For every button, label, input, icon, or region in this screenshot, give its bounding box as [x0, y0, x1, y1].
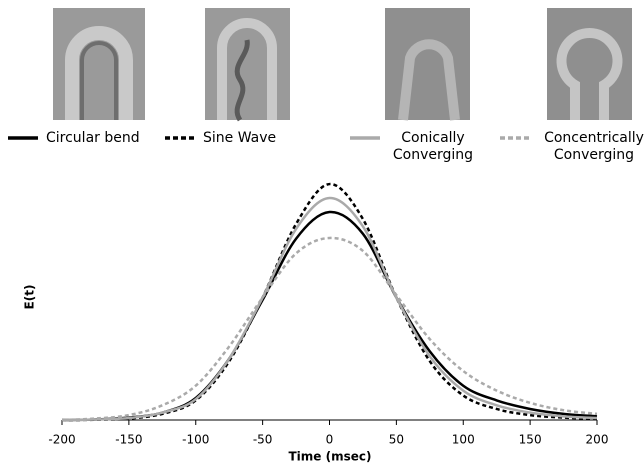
channel-wave — [234, 39, 250, 122]
x-tick-label: -200 — [48, 433, 75, 447]
channel-edge — [80, 41, 118, 120]
legend-label: Concentrically Converging — [544, 130, 644, 163]
series-line — [61, 210, 598, 422]
x-tick-label: -100 — [182, 433, 209, 447]
x-tick-label: 50 — [389, 433, 404, 447]
channel — [65, 26, 133, 120]
legend-label: Sine Wave — [203, 130, 277, 146]
x-axis-title: Time (msec) — [289, 450, 372, 464]
series-line — [61, 196, 598, 422]
channel — [398, 39, 460, 121]
x-tick-label: -50 — [253, 433, 273, 447]
x-tick-label: 200 — [586, 433, 609, 447]
x-tick-label: -150 — [115, 433, 142, 447]
x-tick-label: 150 — [519, 433, 542, 447]
series-line — [61, 182, 598, 422]
channel — [556, 28, 623, 120]
legend-label: Circular bend — [46, 130, 140, 146]
photos — [53, 8, 632, 122]
channel — [217, 18, 277, 120]
x-tick-label: 0 — [326, 433, 334, 447]
legend-label: Conically Converging — [392, 130, 474, 163]
y-axis-title: E(t) — [23, 285, 37, 310]
x-tick-label: 100 — [452, 433, 475, 447]
series-line — [61, 236, 598, 422]
